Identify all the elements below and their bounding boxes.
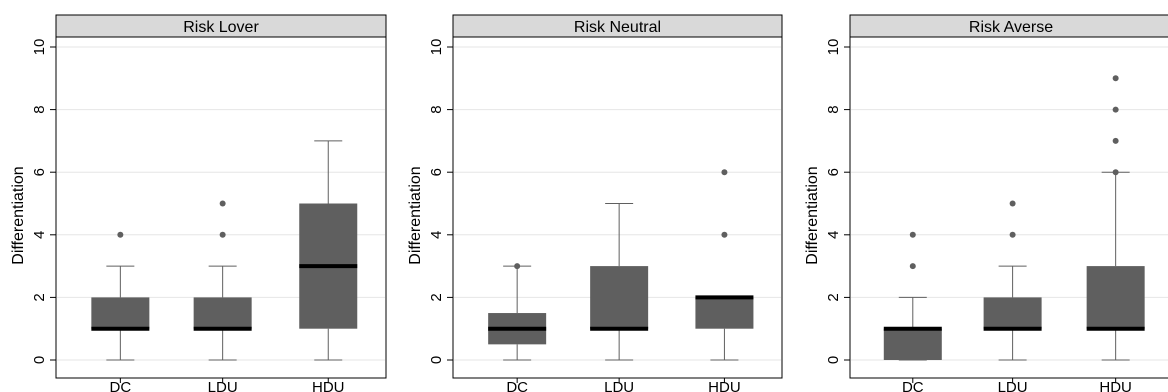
y-tick-label: 0 [428,356,445,364]
x-tick-label: LDU [998,379,1028,392]
outlier-point [219,200,226,207]
outlier-point [1112,106,1119,113]
y-axis-label: Differentiation [804,166,821,264]
box-dc [883,231,942,361]
outlier-point [117,231,124,238]
box-ldu [590,203,649,361]
box-iqr [1086,266,1145,329]
facet-title: Risk Neutral [574,19,661,36]
outlier-point [721,169,728,176]
y-tick-label: 4 [428,231,445,239]
outlier-point [1009,231,1016,238]
outlier-point [1112,137,1119,144]
box-iqr [983,297,1042,329]
outlier-point [219,231,226,238]
x-tick-label: HDU [1099,379,1132,392]
y-axis-label: Differentiation [407,166,424,264]
y-tick-label: 8 [31,105,48,113]
x-tick-label: HDU [312,379,345,392]
y-tick-label: 8 [825,105,842,113]
y-tick-label: 4 [825,231,842,239]
outlier-point [514,263,521,270]
box-hdu [695,169,754,361]
x-tick-label: DC [506,379,528,392]
y-axis-label: Differentiation [10,166,27,264]
y-tick-label: 10 [31,39,48,56]
box-iqr [695,297,754,329]
box-dc [488,263,547,361]
outlier-point [909,263,916,270]
y-tick-label: 10 [428,39,445,56]
y-tick-label: 6 [825,168,842,176]
box-hdu [299,140,358,361]
y-tick-label: 4 [31,231,48,239]
box-iqr [590,266,649,329]
x-tick-label: LDU [604,379,634,392]
x-tick-label: DC [902,379,924,392]
facet-title: Risk Lover [183,19,259,36]
outlier-point [1009,200,1016,207]
y-tick-label: 2 [825,293,842,301]
y-tick-label: 2 [31,293,48,301]
y-tick-label: 0 [31,356,48,364]
outlier-point [1112,75,1119,82]
box-hdu [1086,75,1145,361]
y-tick-label: 6 [31,168,48,176]
panel-risk-averse: Risk Averse 0 2 4 6 8 10 Differentiation DC LDU HD… [804,14,1168,392]
y-tick-label: 0 [825,356,842,364]
outlier-point [721,231,728,238]
panel-risk-lover: Risk Lover 0 2 4 6 8 10 Differentiation DC LDU HDU [10,14,387,392]
y-tick-label: 10 [825,39,842,56]
box-iqr [193,297,252,329]
x-tick-label: LDU [208,379,238,392]
outlier-point [909,231,916,238]
panel-risk-neutral: Risk Neutral 0 2 4 6 8 10 Differentiation DC LDU H… [407,14,783,392]
box-ldu [193,200,252,361]
y-tick-label: 2 [428,293,445,301]
y-tick-label: 8 [428,105,445,113]
box-iqr [883,328,942,360]
box-ldu [983,200,1042,361]
outlier-point [1112,169,1119,176]
y-tick-label: 6 [428,168,445,176]
facet-title: Risk Averse [969,19,1053,36]
box-iqr [91,297,150,329]
x-tick-label: HDU [708,379,741,392]
x-tick-label: DC [110,379,132,392]
box-dc [91,231,150,361]
